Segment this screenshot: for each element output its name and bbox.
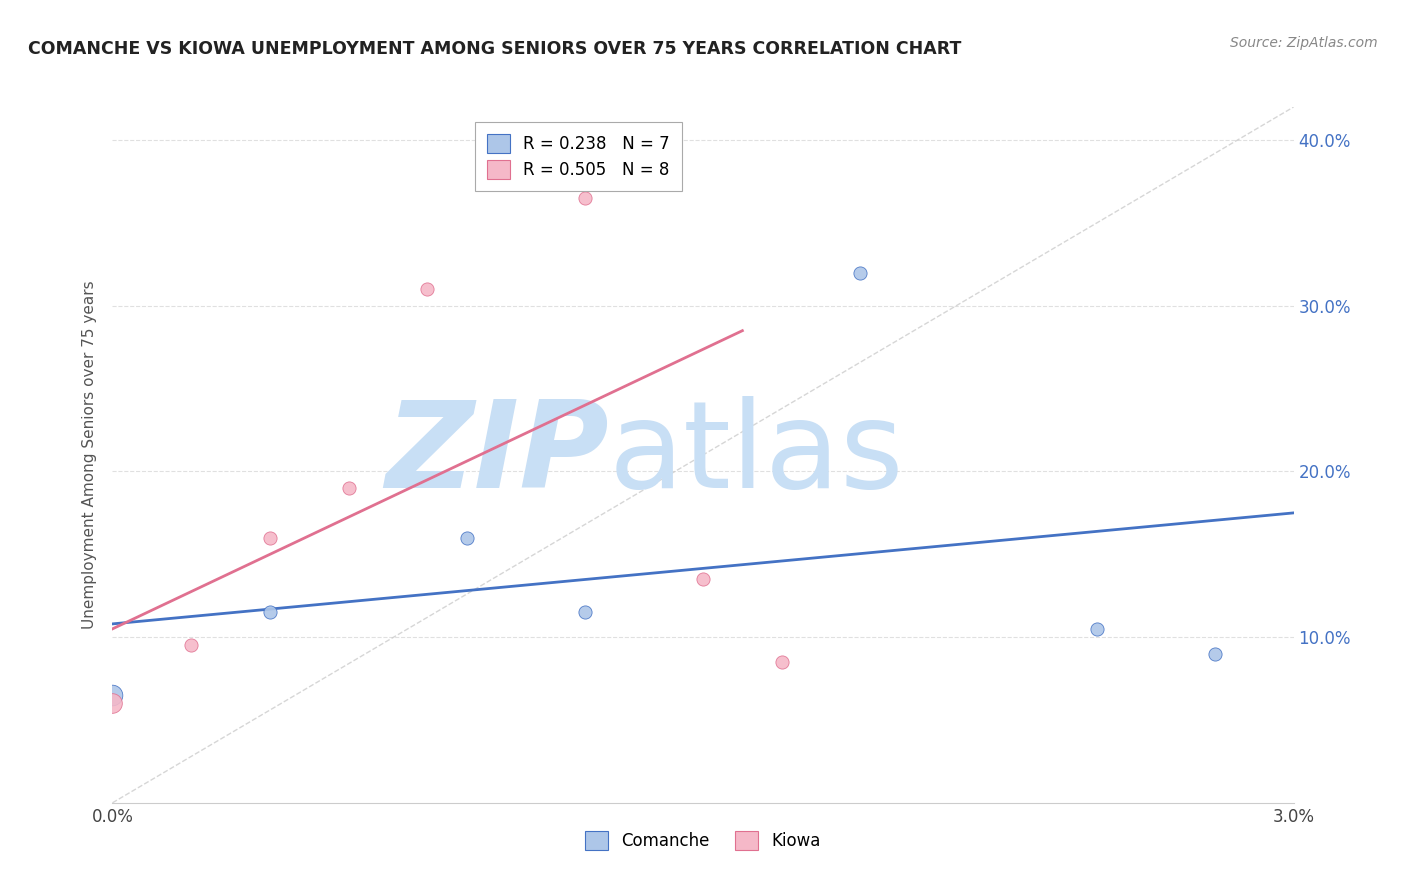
Text: ZIP: ZIP bbox=[385, 396, 609, 514]
Text: atlas: atlas bbox=[609, 396, 904, 514]
Point bbox=[101, 697, 124, 711]
Point bbox=[259, 531, 281, 545]
Point bbox=[1085, 622, 1108, 636]
Text: Source: ZipAtlas.com: Source: ZipAtlas.com bbox=[1230, 36, 1378, 50]
Y-axis label: Unemployment Among Seniors over 75 years: Unemployment Among Seniors over 75 years bbox=[82, 281, 97, 629]
Point bbox=[101, 688, 124, 702]
Point bbox=[770, 655, 793, 669]
Point bbox=[692, 572, 714, 586]
Point bbox=[849, 266, 872, 280]
Point bbox=[574, 605, 596, 619]
Point bbox=[259, 605, 281, 619]
Legend: Comanche, Kiowa: Comanche, Kiowa bbox=[578, 824, 828, 857]
Point bbox=[1204, 647, 1226, 661]
Text: COMANCHE VS KIOWA UNEMPLOYMENT AMONG SENIORS OVER 75 YEARS CORRELATION CHART: COMANCHE VS KIOWA UNEMPLOYMENT AMONG SEN… bbox=[28, 40, 962, 58]
Point bbox=[416, 282, 439, 296]
Point bbox=[337, 481, 360, 495]
Point bbox=[574, 191, 596, 205]
Point bbox=[456, 531, 478, 545]
Point bbox=[180, 639, 202, 653]
